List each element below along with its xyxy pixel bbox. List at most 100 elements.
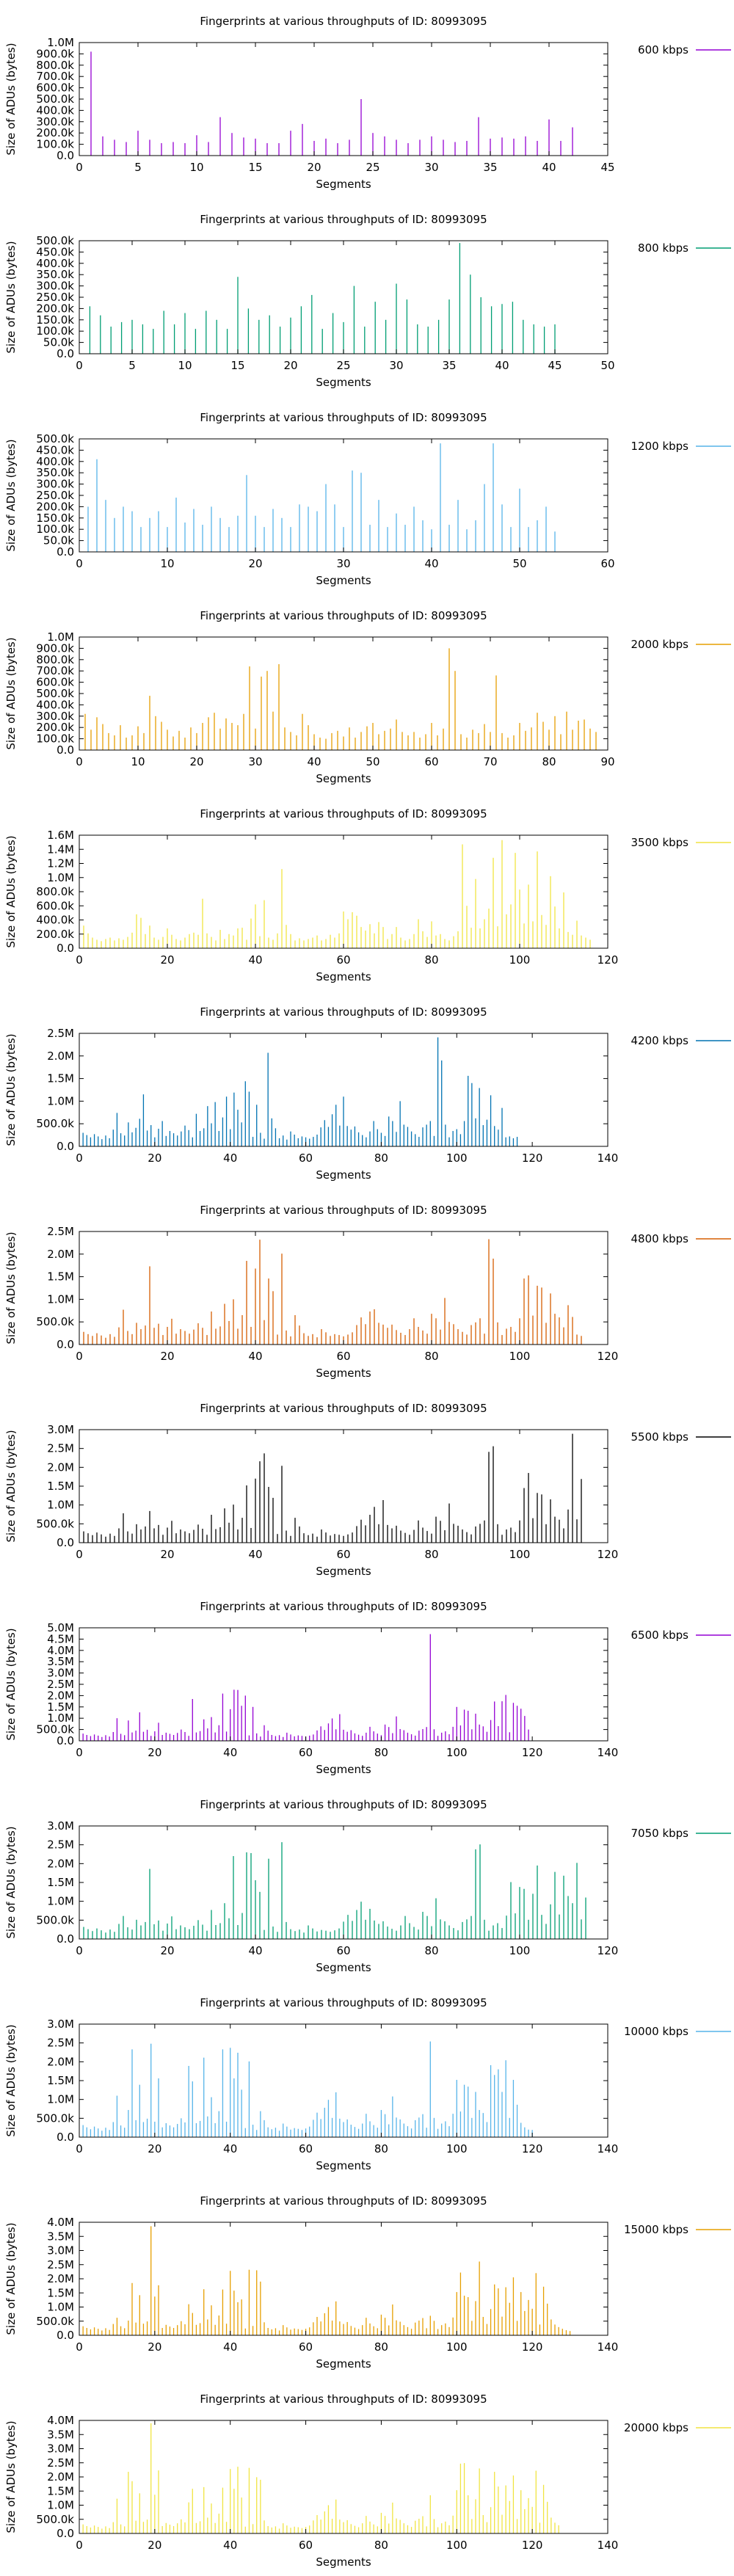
x-tick-label: 40	[223, 2539, 237, 2552]
y-tick-label: 1.0M	[47, 2301, 74, 2314]
y-tick-label: 3.5M	[47, 2230, 74, 2243]
y-tick-label: 3.0M	[47, 2442, 74, 2456]
x-tick-label: 10	[131, 755, 145, 768]
y-axis-label: Size of ADUs (bytes)	[4, 637, 18, 749]
y-tick-label: 1.5M	[47, 1700, 74, 1714]
y-tick-label: 1.2M	[47, 857, 74, 870]
x-tick-label: 120	[597, 953, 619, 967]
y-tick-label: 0.0	[57, 2329, 74, 2342]
legend-label: 4200 kbps	[631, 1034, 689, 1047]
chart-svg: Fingerprints at various throughputs of I…	[4, 1005, 731, 1182]
y-tick-label: 500.0k	[36, 432, 74, 445]
chart-panel: Fingerprints at various throughputs of I…	[0, 1189, 734, 1387]
chart-svg: Fingerprints at various throughputs of I…	[4, 15, 731, 191]
x-tick-label: 60	[336, 1350, 350, 1363]
x-tick-label: 100	[446, 1151, 468, 1165]
y-tick-label: 3.0M	[47, 1819, 74, 1833]
bar-series	[84, 648, 597, 750]
y-tick-label: 1.5M	[47, 2074, 74, 2087]
y-tick-label: 0.0	[57, 1140, 74, 1153]
legend-label: 10000 kbps	[624, 2025, 688, 2038]
x-tick-label: 30	[424, 161, 438, 174]
y-axis-label: Size of ADUs (bytes)	[4, 1231, 18, 1344]
chart-svg: Fingerprints at various throughputs of I…	[4, 1600, 731, 1776]
legend-label: 4800 kbps	[631, 1232, 689, 1245]
y-tick-label: 400.0k	[36, 257, 74, 270]
y-tick-label: 500.0k	[36, 1315, 74, 1328]
y-axis-label: Size of ADUs (bytes)	[4, 439, 18, 551]
bar-series	[89, 243, 556, 354]
y-axis-label: Size of ADUs (bytes)	[4, 1826, 18, 1938]
y-tick-label: 2.0M	[47, 2470, 74, 2484]
x-tick-label: 80	[374, 2340, 388, 2354]
x-tick-label: 70	[483, 755, 497, 768]
y-tick-label: 2.0M	[47, 1049, 74, 1063]
y-tick-label: 500.0k	[36, 1117, 74, 1130]
x-tick-label: 40	[248, 953, 262, 967]
y-tick-label: 1.0M	[47, 871, 74, 884]
y-tick-label: 900.0k	[36, 641, 74, 655]
legend-label: 3500 kbps	[631, 836, 689, 849]
y-tick-label: 800.0k	[36, 885, 74, 898]
chart-panel: Fingerprints at various throughputs of I…	[0, 2378, 734, 2576]
y-tick-label: 2.5M	[47, 1027, 74, 1040]
x-tick-label: 120	[597, 1548, 619, 1561]
x-tick-label: 0	[76, 1548, 83, 1561]
x-tick-label: 0	[76, 1151, 83, 1165]
chart-title: Fingerprints at various throughputs of I…	[200, 2393, 487, 2406]
x-tick-label: 120	[597, 1350, 619, 1363]
x-tick-label: 20	[148, 2539, 161, 2552]
x-axis-label: Segments	[316, 970, 371, 983]
x-axis-label: Segments	[316, 2555, 371, 2569]
x-tick-label: 0	[76, 2142, 83, 2155]
x-axis-label: Segments	[316, 178, 371, 191]
x-tick-label: 60	[336, 1944, 350, 1957]
y-tick-label: 0.0	[57, 1338, 74, 1351]
x-axis-label: Segments	[316, 1168, 371, 1182]
y-tick-label: 5.0M	[47, 1621, 74, 1634]
y-tick-label: 100.0k	[36, 324, 74, 338]
x-tick-label: 20	[283, 359, 297, 372]
bar-series	[82, 2423, 559, 2533]
y-tick-label: 300.0k	[36, 478, 74, 491]
x-axis-label: Segments	[316, 2357, 371, 2371]
y-tick-label: 800.0k	[36, 59, 74, 72]
x-tick-label: 20	[160, 1944, 174, 1957]
x-axis-label: Segments	[316, 376, 371, 389]
x-tick-label: 60	[299, 1746, 313, 1759]
x-tick-label: 5	[134, 161, 142, 174]
y-tick-label: 1.5M	[47, 1270, 74, 1284]
x-tick-label: 120	[522, 2340, 543, 2354]
y-tick-label: 0.0	[57, 1932, 74, 1946]
y-tick-label: 1.0M	[47, 2499, 74, 2512]
x-tick-label: 80	[542, 755, 556, 768]
x-tick-label: 20	[160, 1548, 174, 1561]
chart-title: Fingerprints at various throughputs of I…	[200, 1600, 487, 1613]
y-tick-label: 0.0	[57, 149, 74, 162]
x-tick-label: 140	[597, 2539, 619, 2552]
x-tick-label: 0	[76, 1746, 83, 1759]
x-axis-label: Segments	[316, 772, 371, 785]
x-tick-label: 20	[148, 2142, 161, 2155]
y-tick-label: 450.0k	[36, 245, 74, 258]
y-tick-label: 0.0	[57, 347, 74, 360]
y-tick-label: 500.0k	[36, 234, 74, 247]
x-tick-label: 90	[600, 755, 614, 768]
chart-title: Fingerprints at various throughputs of I…	[200, 213, 487, 226]
y-tick-label: 2.0M	[47, 1857, 74, 1870]
bar-series	[87, 443, 556, 552]
y-tick-label: 1.0M	[47, 2093, 74, 2106]
bar-series	[83, 840, 591, 948]
x-tick-label: 35	[442, 359, 456, 372]
x-tick-label: 60	[336, 1548, 350, 1561]
chart-svg: Fingerprints at various throughputs of I…	[4, 2393, 731, 2569]
y-tick-label: 4.0M	[47, 1644, 74, 1657]
x-tick-label: 30	[248, 755, 262, 768]
y-axis-label: Size of ADUs (bytes)	[4, 835, 18, 947]
x-axis-label: Segments	[316, 1367, 371, 1380]
x-tick-label: 20	[307, 161, 321, 174]
y-tick-label: 1.0M	[47, 630, 74, 644]
x-tick-label: 20	[160, 953, 174, 967]
y-tick-label: 500.0k	[36, 2315, 74, 2328]
